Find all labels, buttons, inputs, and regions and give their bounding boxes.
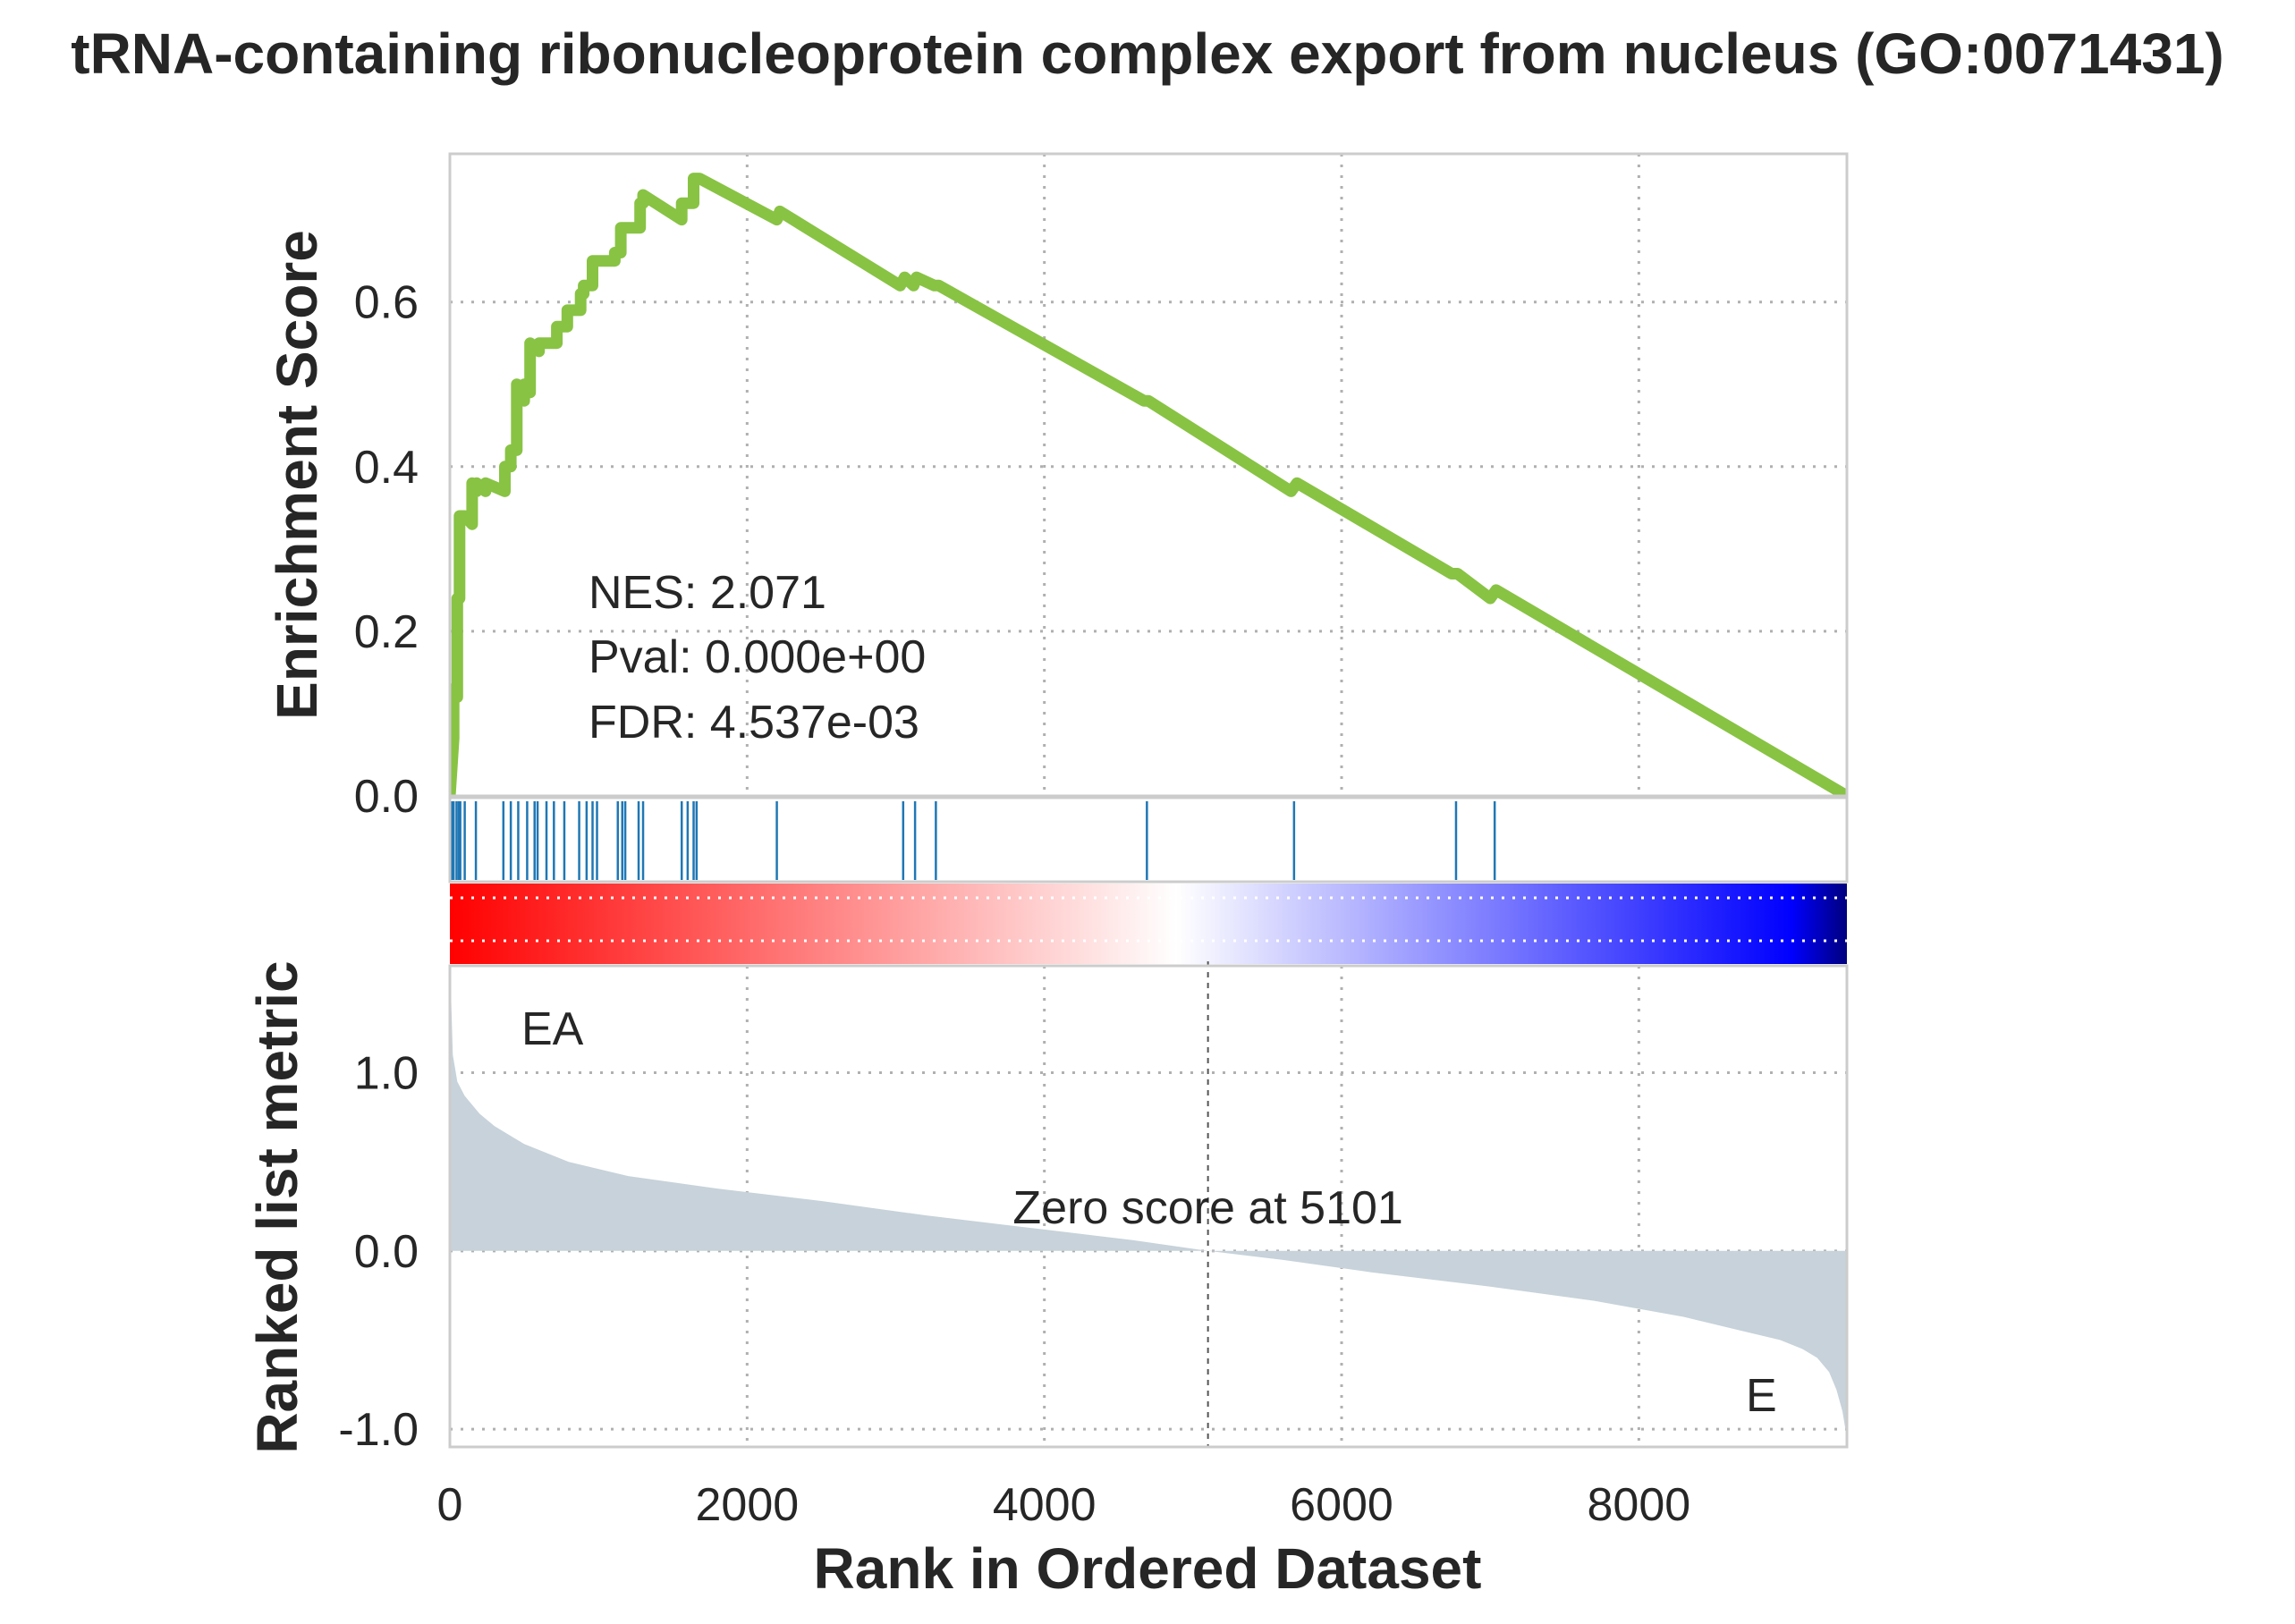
enrichment-score-line bbox=[450, 173, 1847, 796]
rank-colorbar bbox=[450, 884, 1847, 964]
rank-ytick-0: 1.0 bbox=[354, 1048, 419, 1100]
ranked-list-metric-panel: Zero score at 5101 EA E 1.0 0.0 -1.0 bbox=[338, 961, 1849, 1457]
rank-ytick-1: 0.0 bbox=[354, 1226, 419, 1278]
es-panel-frame bbox=[448, 152, 1849, 798]
gene-hits-panel bbox=[448, 796, 1849, 884]
x-tick-1: 2000 bbox=[695, 1479, 799, 1531]
rank-panel-frame bbox=[448, 964, 1849, 1449]
right-phenotype-label: E bbox=[1746, 1370, 1777, 1422]
chart-title: tRNA-containing ribonucleoprotein comple… bbox=[71, 21, 2223, 86]
es-y-tick-labels: 0.0 0.2 0.4 0.6 bbox=[354, 277, 419, 823]
x-tick-2: 4000 bbox=[993, 1479, 1097, 1531]
es-y-axis-label: Enrichment Score bbox=[265, 230, 329, 720]
x-tick-4: 8000 bbox=[1588, 1479, 1691, 1531]
pval-annotation: Pval: 0.000e+00 bbox=[589, 631, 926, 683]
es-ytick-1: 0.2 bbox=[354, 606, 419, 658]
enrichment-score-panel: 0.00.20.40.6 NES: 2.071 Pval: 0.000e+00 … bbox=[354, 152, 1849, 823]
rank-ytick-2: -1.0 bbox=[338, 1404, 419, 1456]
colorbar-gradient bbox=[450, 884, 1847, 964]
es-ytick-3: 0.6 bbox=[354, 277, 419, 329]
es-ytick-2: 0.4 bbox=[354, 442, 419, 494]
rank-y-tick-labels: 1.0 0.0 -1.0 bbox=[338, 1048, 419, 1457]
es-ytick-0: 0.0 bbox=[354, 771, 419, 823]
rank-gridlines bbox=[448, 966, 1847, 1447]
gene-hit-marks bbox=[451, 801, 1496, 880]
x-tick-0: 0 bbox=[437, 1479, 463, 1531]
fdr-annotation: FDR: 4.537e-03 bbox=[589, 697, 919, 749]
nes-annotation: NES: 2.071 bbox=[589, 567, 826, 619]
zero-score-label: Zero score at 5101 bbox=[1012, 1182, 1402, 1234]
ranked-metric-area bbox=[450, 966, 1847, 1438]
x-axis-label: Rank in Ordered Dataset bbox=[814, 1536, 1482, 1601]
x-tick-3: 6000 bbox=[1290, 1479, 1393, 1531]
rank-y-axis-label: Ranked list metric bbox=[245, 960, 309, 1453]
x-tick-labels: 0 2000 4000 6000 8000 bbox=[437, 1479, 1691, 1531]
hits-panel-frame bbox=[448, 796, 1849, 884]
left-phenotype-label: EA bbox=[521, 1003, 584, 1055]
